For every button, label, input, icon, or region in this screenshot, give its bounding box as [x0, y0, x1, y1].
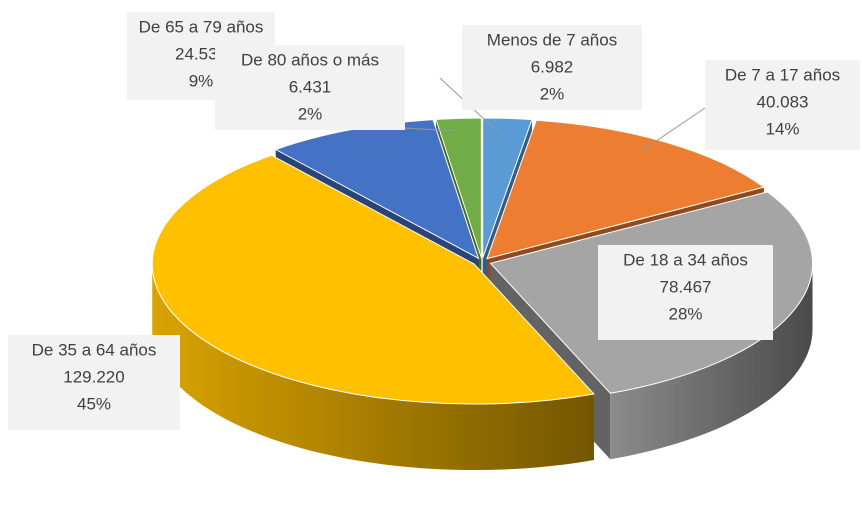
label-name: De 80 años o más — [241, 50, 379, 69]
label-name: De 7 a 17 años — [725, 65, 840, 84]
label-value: 78.467 — [660, 277, 712, 296]
label-value: 6.982 — [531, 57, 574, 76]
label-percent: 2% — [298, 104, 323, 123]
label-box — [705, 60, 860, 150]
label-value: 40.083 — [757, 92, 809, 111]
leader-line — [404, 127, 456, 132]
label-name: De 18 a 34 años — [623, 250, 748, 269]
labels: Menos de 7 años 6.982 2% De 7 a 17 años 40.0… — [8, 12, 860, 430]
label-name: De 35 a 64 años — [32, 340, 157, 359]
leader-line — [639, 107, 706, 153]
label-name: De 65 a 79 años — [139, 17, 264, 36]
slice-wall — [610, 263, 813, 460]
label-percent: 2% — [540, 84, 565, 103]
label-value: 24.532 — [175, 44, 227, 63]
label-value: 129.220 — [63, 367, 124, 386]
label-percent: 28% — [668, 304, 702, 323]
slice — [435, 117, 482, 259]
label-name: Menos de 7 años — [487, 30, 617, 49]
slice — [486, 119, 766, 260]
label-box — [598, 245, 773, 340]
slice — [151, 154, 595, 405]
label-percent: 9% — [189, 71, 214, 90]
label-box — [215, 45, 405, 130]
label-percent: 45% — [77, 394, 111, 413]
label-value: 6.431 — [289, 77, 332, 96]
slice-wall — [152, 264, 594, 471]
label-percent: 14% — [765, 119, 799, 138]
label-box — [8, 335, 180, 430]
label-box — [462, 25, 642, 110]
